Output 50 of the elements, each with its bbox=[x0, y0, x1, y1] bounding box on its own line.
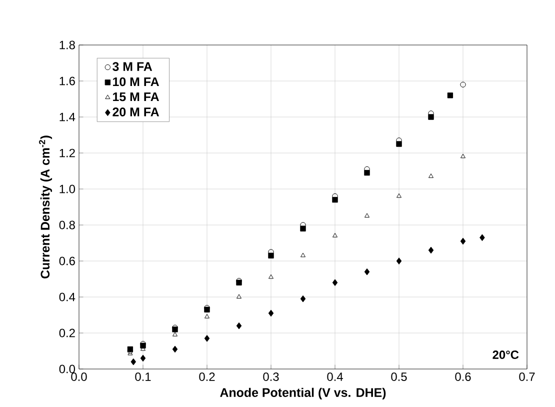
x-tick-label: 0.6 bbox=[455, 372, 471, 381]
y-tick-label: 1.8 bbox=[60, 40, 75, 50]
point bbox=[300, 295, 306, 302]
y-tick-label: 0.0 bbox=[59, 364, 76, 374]
point bbox=[204, 314, 210, 318]
point bbox=[236, 294, 242, 299]
y-tick-label: 1.2 bbox=[60, 148, 75, 158]
point bbox=[396, 258, 402, 264]
x-tick-label: 0.3 bbox=[263, 372, 279, 381]
point bbox=[396, 193, 402, 198]
legend-label: 10 M FA bbox=[113, 77, 160, 86]
point bbox=[268, 274, 274, 279]
point bbox=[332, 279, 338, 286]
x-tick-label: 0.0 bbox=[71, 372, 87, 381]
x-tick-label: 0.5 bbox=[391, 372, 407, 381]
legend-label: 15 M FA bbox=[113, 92, 160, 102]
point bbox=[428, 246, 434, 254]
point bbox=[300, 252, 306, 258]
y-tick-label: 1.6 bbox=[60, 76, 75, 86]
annotation: 20°C bbox=[492, 350, 519, 359]
x-tick-label: 0.7 bbox=[519, 372, 535, 381]
x-tick-label: 0.4 bbox=[327, 372, 343, 381]
point bbox=[332, 232, 338, 238]
point bbox=[140, 354, 146, 362]
point bbox=[268, 310, 274, 317]
x-axis-title: Anode Potential (V vs. DHE) bbox=[220, 388, 386, 400]
point bbox=[460, 82, 466, 88]
legend-label: 3 M FA bbox=[112, 62, 152, 71]
point bbox=[460, 238, 466, 245]
point bbox=[130, 358, 136, 366]
y-tick-label: 0.2 bbox=[59, 328, 75, 338]
y-tick-label: 0.8 bbox=[59, 220, 75, 230]
point bbox=[364, 213, 370, 218]
y-tick-label: 0.6 bbox=[59, 256, 75, 266]
y-tick-label: 0.4 bbox=[59, 292, 76, 302]
x-tick-label: 0.2 bbox=[199, 372, 215, 381]
point bbox=[172, 346, 178, 353]
y-axis-title: Current Density (A cm$^{-2}$) bbox=[39, 136, 52, 278]
point bbox=[447, 92, 454, 98]
y-tick-label: 1.0 bbox=[60, 184, 76, 194]
legend-label: 20 M FA bbox=[112, 108, 160, 116]
point bbox=[236, 322, 242, 330]
point bbox=[460, 154, 466, 158]
point bbox=[480, 234, 485, 242]
y-tick-label: 1.4 bbox=[60, 112, 76, 122]
x-tick-label: 0.1 bbox=[135, 372, 151, 381]
point bbox=[172, 332, 178, 336]
point bbox=[364, 268, 370, 276]
point bbox=[428, 174, 434, 178]
point bbox=[204, 334, 210, 342]
